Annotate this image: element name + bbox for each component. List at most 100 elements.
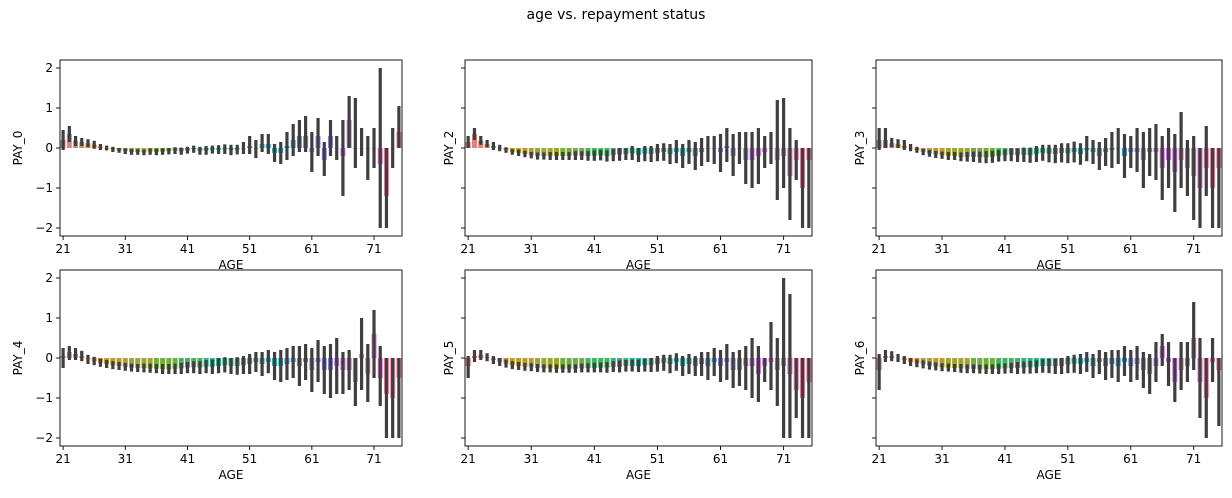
x-axis-label: AGE [626,258,651,272]
x-tick-label: 41 [997,242,1012,256]
bar [585,358,591,368]
x-tick-label: 51 [242,242,257,256]
x-tick-label: 31 [118,452,133,466]
x-tick-label: 31 [934,452,949,466]
x-tick-label: 61 [304,452,319,466]
bar [933,358,939,367]
bar [166,358,172,370]
y-tick-label: 2 [45,271,53,285]
y-tick-label: 1 [45,101,53,115]
bar [471,134,477,148]
x-tick-label: 51 [1060,242,1075,256]
bar [172,358,178,369]
x-tick-label: 31 [524,242,539,256]
y-tick-label: 1 [45,311,53,325]
bar [541,148,547,156]
bar [977,358,983,370]
subplot-pay-6: 21 31 41 51 61 71 AGE PAY_6 [853,269,1223,482]
x-tick-label: 51 [242,452,257,466]
subplot-pay-0: −2 −1 0 1 2 21 31 41 51 61 71 AGE PAY_0 [11,59,403,272]
bar [528,148,534,156]
x-tick-label: 51 [650,242,665,256]
bar [535,148,541,156]
x-tick-label: 61 [304,242,319,256]
subplot-pay-2: 21 31 41 51 61 71 AGE PAY_2 [442,59,813,272]
y-axis-label: PAY_6 [853,341,867,376]
x-tick-label: 41 [587,452,602,466]
bar [541,358,547,369]
bar [535,358,541,368]
y-tick-label: −1 [35,391,53,405]
y-tick-label: 0 [45,141,53,155]
x-tick-label: 41 [180,452,195,466]
y-tick-label: −1 [35,181,53,195]
x-tick-label: 71 [366,242,381,256]
y-tick-label: −2 [35,221,53,235]
x-axis-label: AGE [1037,258,1062,272]
x-tick-label: 41 [997,452,1012,466]
bar [983,358,989,370]
x-tick-label: 31 [118,242,133,256]
bar [147,358,153,369]
figure-title: age vs. repayment status [526,7,706,23]
y-axis-label: PAY_0 [11,131,25,166]
subplot-pay-3: 21 31 41 51 61 71 AGE PAY_3 [853,59,1223,272]
bar [579,358,585,369]
x-tick-label: 61 [713,452,728,466]
bar [547,358,553,369]
bar [528,358,534,368]
x-axis-label: AGE [219,258,244,272]
x-tick-label: 61 [713,242,728,256]
bar [996,358,1002,369]
y-tick-label: 0 [45,351,53,365]
bar [141,358,147,368]
x-tick-label: 61 [1123,452,1138,466]
x-axis-label: AGE [219,468,244,482]
x-tick-label: 41 [180,242,195,256]
x-axis-label: AGE [1037,468,1062,482]
x-tick-label: 71 [776,242,791,256]
subplot-pay-5: 21 31 41 51 61 71 AGE PAY_5 [442,269,813,482]
x-tick-label: 41 [587,242,602,256]
y-axis-label: PAY_5 [442,341,456,376]
y-tick-label: 2 [45,61,53,75]
y-axis-label: PAY_3 [853,131,867,166]
x-tick-label: 21 [872,242,887,256]
x-tick-label: 61 [1123,242,1138,256]
x-tick-label: 71 [1186,452,1201,466]
bar [160,358,166,370]
x-tick-label: 21 [872,452,887,466]
bar [122,358,128,367]
bar [553,358,560,369]
x-tick-label: 21 [461,452,476,466]
x-axis-label: AGE [626,468,651,482]
bar [964,358,970,369]
bar [153,358,159,369]
x-tick-label: 71 [776,452,791,466]
y-axis-label: PAY_4 [11,341,25,376]
bar [945,358,951,368]
x-tick-label: 71 [1186,242,1201,256]
bar [572,358,578,369]
y-axis-label: PAY_2 [442,131,456,166]
x-tick-label: 21 [55,242,70,256]
x-tick-label: 21 [55,452,70,466]
bar [566,358,572,369]
bar [135,358,141,368]
subplot-pay-4: −2 −1 0 1 2 21 31 41 51 61 71 AGE PAY_4 [11,269,403,482]
x-tick-label: 21 [461,242,476,256]
bar [522,358,528,367]
bar [952,358,958,368]
bar [939,358,945,368]
x-tick-label: 51 [650,452,665,466]
bar [560,358,566,369]
x-tick-label: 31 [934,242,949,256]
y-tick-label: −2 [35,431,53,445]
bar [958,358,964,369]
bar [970,358,977,369]
bar [129,358,134,368]
x-tick-label: 71 [366,452,381,466]
x-tick-label: 31 [524,452,539,466]
x-tick-label: 51 [1060,452,1075,466]
